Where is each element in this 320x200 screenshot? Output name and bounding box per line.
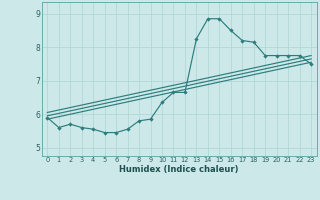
X-axis label: Humidex (Indice chaleur): Humidex (Indice chaleur): [119, 165, 239, 174]
